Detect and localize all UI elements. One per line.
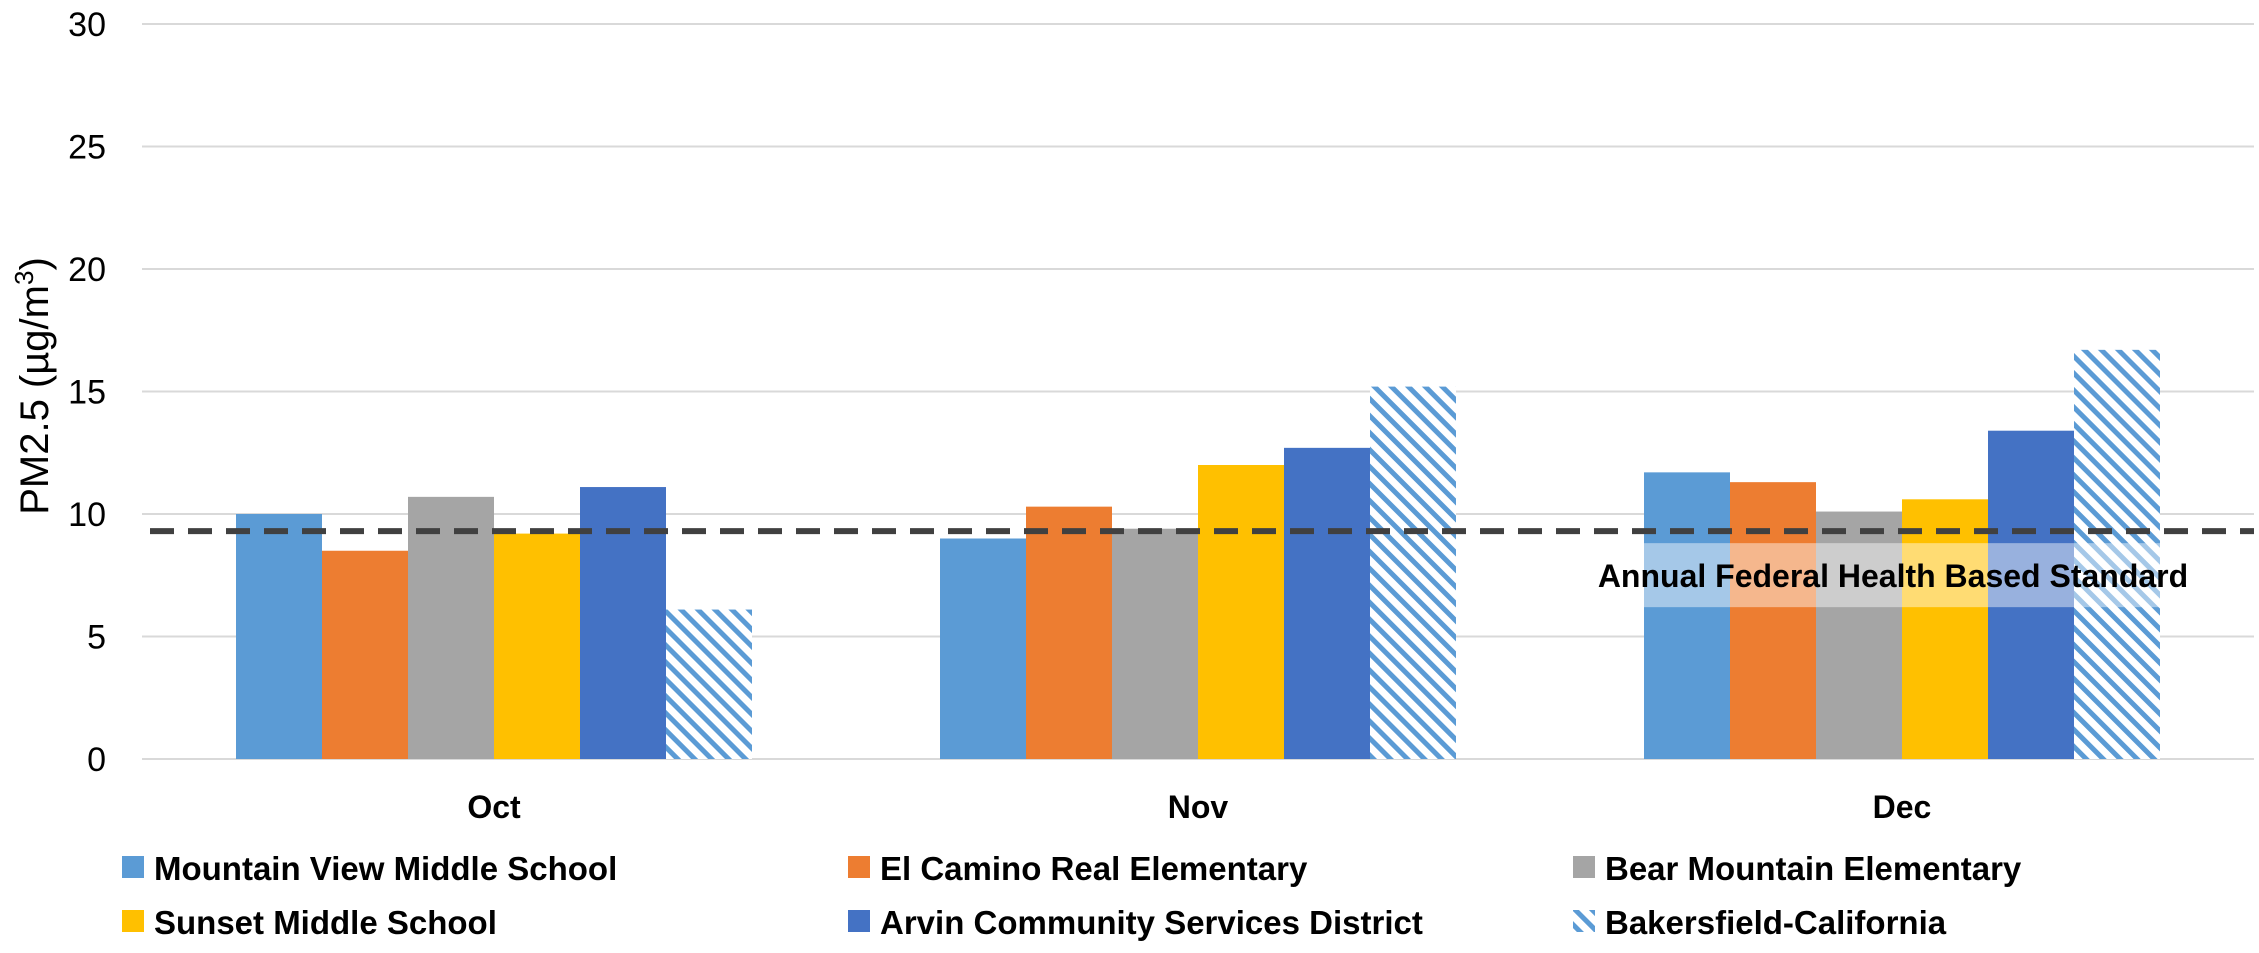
x-axis-category-labels: Oct Nov Dec bbox=[467, 789, 1931, 825]
y-tick-label-30: 30 bbox=[68, 6, 106, 44]
bar-oct-arvin-community-services-district bbox=[580, 487, 666, 759]
bar-dec-mountain-view-middle-school bbox=[1644, 472, 1730, 759]
y-axis-tick-labels: 0 5 10 15 20 25 30 bbox=[68, 6, 106, 779]
bar-dec-bear-mountain-elementary bbox=[1816, 511, 1902, 759]
y-tick-label-5: 5 bbox=[87, 619, 106, 657]
bar-oct-el-camino-real-elementary bbox=[322, 550, 408, 759]
bar-nov-el-camino-real-elementary bbox=[1026, 506, 1112, 759]
y-tick-label-0: 0 bbox=[87, 741, 106, 779]
legend: Mountain View Middle School El Camino Rea… bbox=[122, 850, 2022, 941]
legend-label-sunset-middle-school: Sunset Middle School bbox=[154, 904, 497, 941]
y-tick-label-20: 20 bbox=[68, 251, 106, 289]
bars bbox=[236, 349, 2160, 759]
y-tick-label-15: 15 bbox=[68, 374, 106, 412]
bar-dec-arvin-community-services-district bbox=[1988, 430, 2074, 759]
y-axis-title: PM2.5 (µg/m3) bbox=[9, 257, 57, 515]
x-category-label-nov: Nov bbox=[1168, 789, 1229, 825]
reference-line-group: Annual Federal Health Based Standard bbox=[150, 528, 2254, 608]
bar-dec-el-camino-real-elementary bbox=[1730, 482, 1816, 759]
legend-swatch-mountain-view-middle-school bbox=[122, 856, 144, 878]
legend-label-el-camino-real-elementary: El Camino Real Elementary bbox=[880, 850, 1308, 887]
legend-label-bakersfield-california: Bakersfield-California bbox=[1605, 904, 1947, 941]
reference-label-background bbox=[1590, 543, 2200, 608]
bar-nov-arvin-community-services-district bbox=[1284, 447, 1370, 759]
bar-oct-sunset-middle-school bbox=[494, 533, 580, 759]
legend-swatch-arvin-community-services-district bbox=[848, 910, 870, 932]
bar-nov-mountain-view-middle-school bbox=[940, 538, 1026, 759]
y-tick-label-25: 25 bbox=[68, 129, 106, 167]
legend-label-mountain-view-middle-school: Mountain View Middle School bbox=[154, 850, 617, 887]
x-category-label-oct: Oct bbox=[467, 789, 521, 825]
y-tick-label-10: 10 bbox=[68, 496, 106, 534]
bar-dec-sunset-middle-school bbox=[1902, 499, 1988, 759]
bar-oct-bakersfield-california bbox=[666, 609, 752, 759]
bar-nov-bear-mountain-elementary bbox=[1112, 528, 1198, 759]
bar-dec-bakersfield-california bbox=[2074, 349, 2160, 759]
bar-nov-bakersfield-california bbox=[1370, 386, 1456, 759]
legend-swatch-bakersfield-california bbox=[1573, 910, 1595, 932]
legend-swatch-el-camino-real-elementary bbox=[848, 856, 870, 878]
bar-oct-mountain-view-middle-school bbox=[236, 514, 322, 759]
x-category-label-dec: Dec bbox=[1873, 789, 1932, 825]
legend-label-bear-mountain-elementary: Bear Mountain Elementary bbox=[1605, 850, 2022, 887]
legend-label-arvin-community-services-district: Arvin Community Services District bbox=[880, 904, 1423, 941]
reference-line-label: Annual Federal Health Based Standard bbox=[1598, 558, 2188, 594]
legend-swatch-bear-mountain-elementary bbox=[1573, 856, 1595, 878]
legend-swatch-sunset-middle-school bbox=[122, 910, 144, 932]
bar-oct-bear-mountain-elementary bbox=[408, 496, 494, 759]
bar-nov-sunset-middle-school bbox=[1198, 465, 1284, 759]
